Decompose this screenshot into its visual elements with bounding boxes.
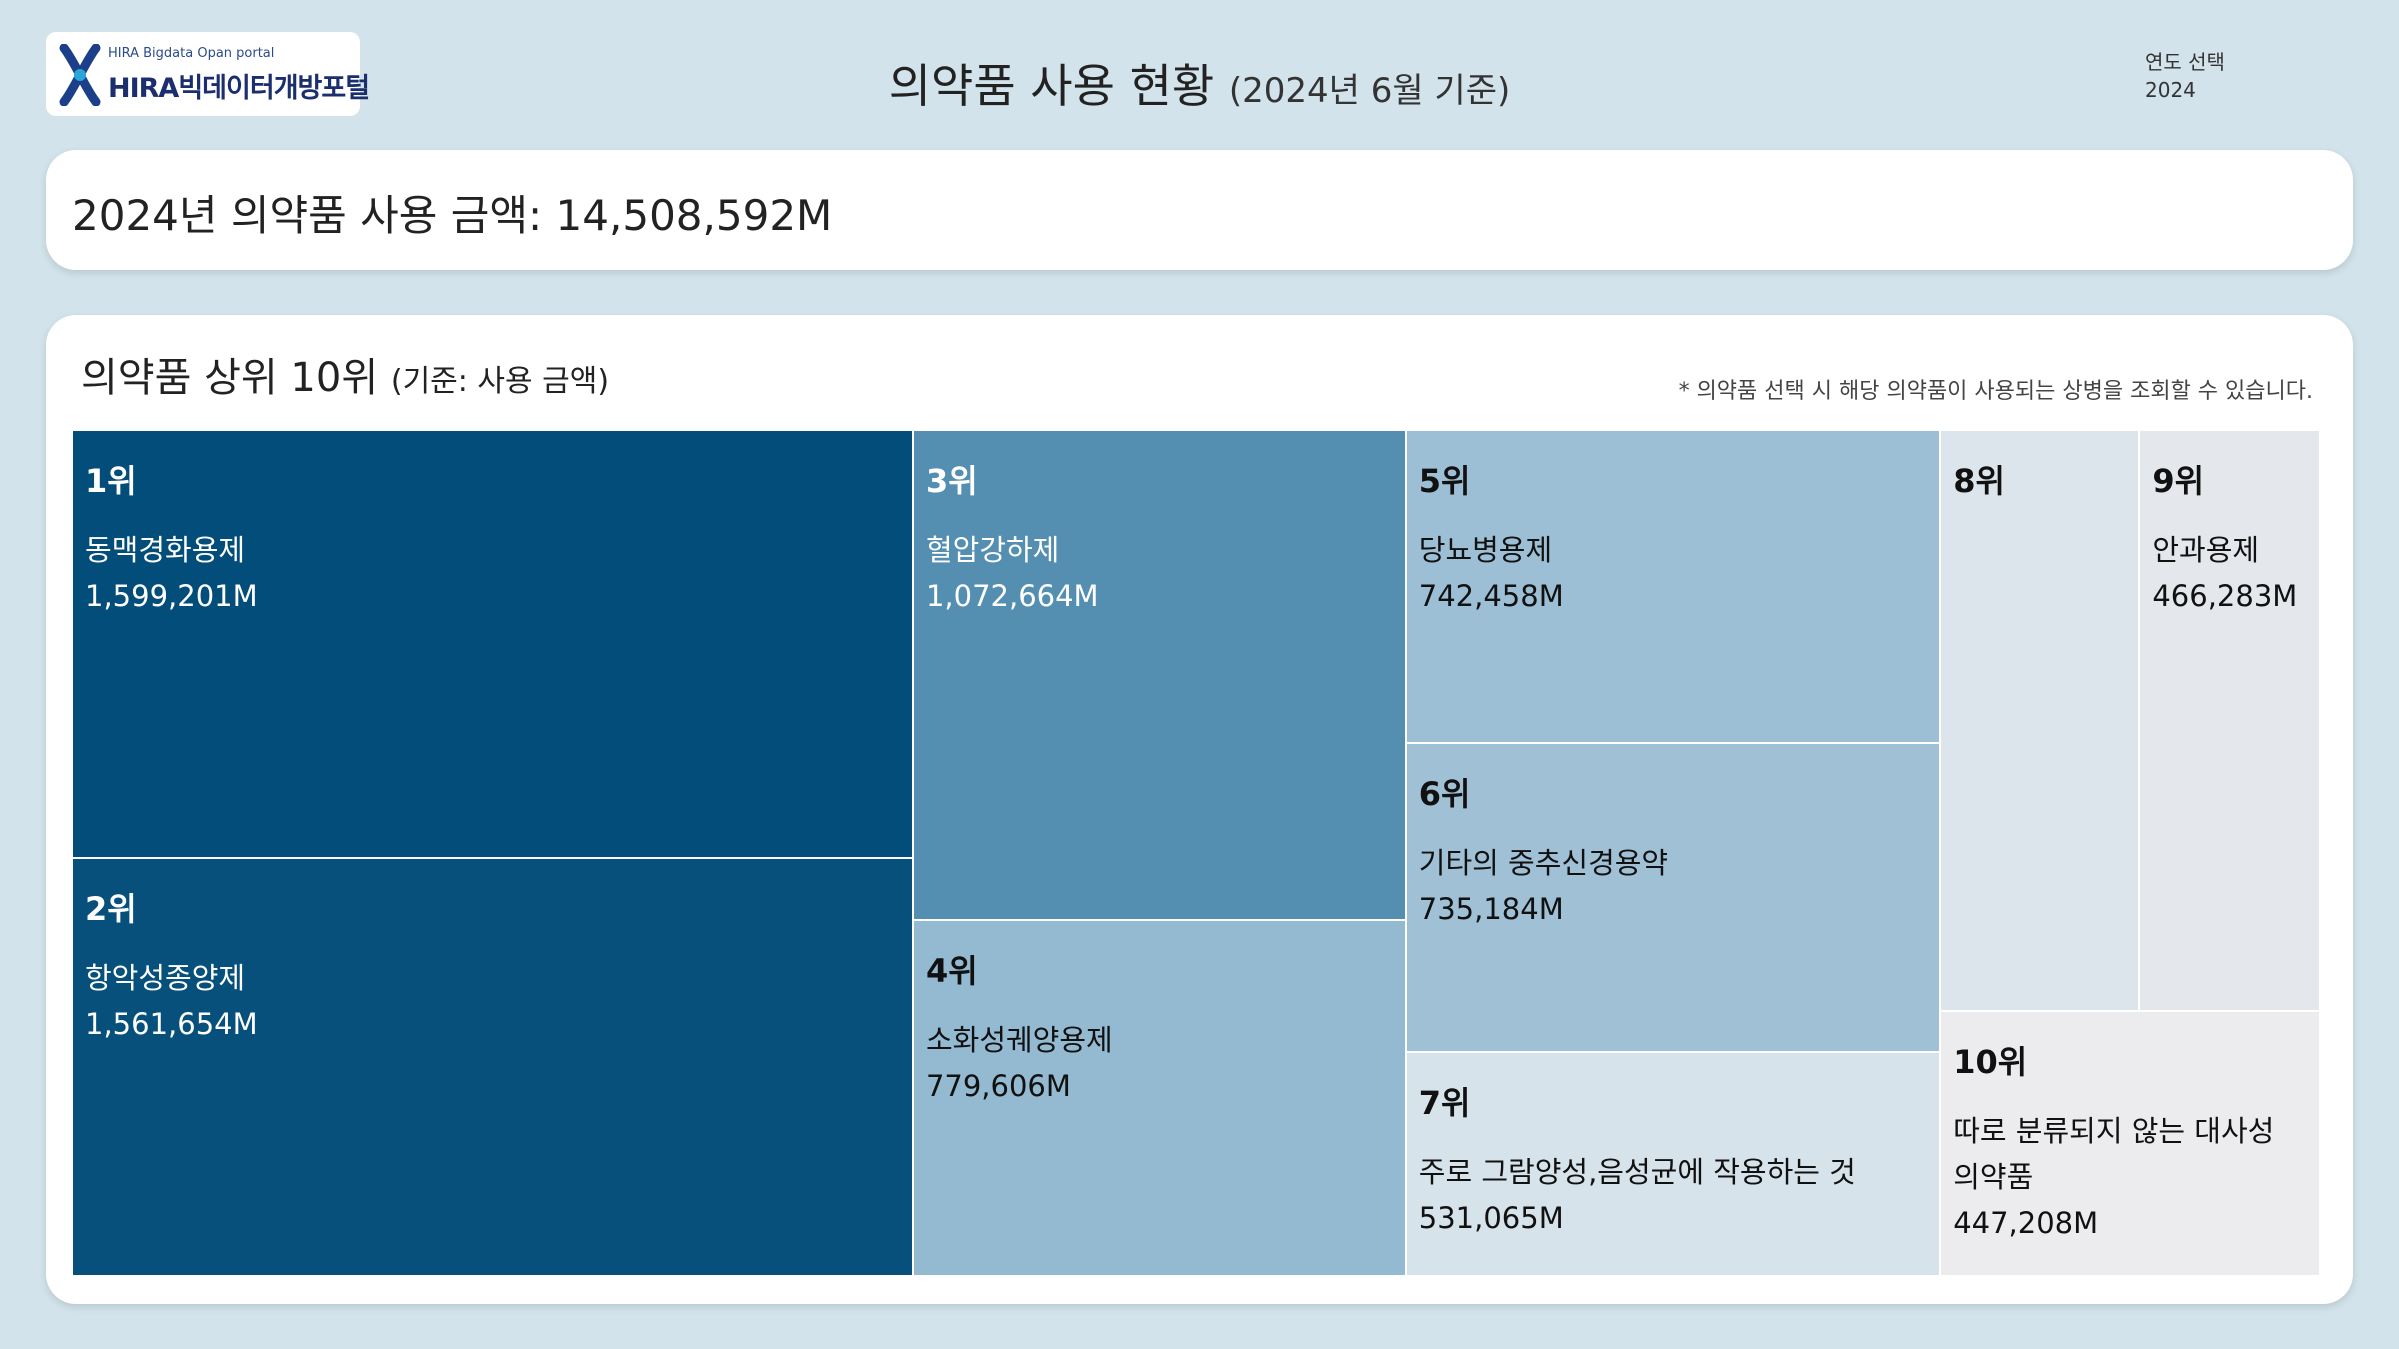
cell-name: 동맥경화용제 <box>85 533 246 567</box>
logo-small: HIRA Bigdata Opan portal <box>108 46 275 61</box>
page-title: 의약품 사용 현황 (2024년 6월 기준) <box>0 50 2399 116</box>
cell-name: 당뇨병용제 <box>1418 533 1553 567</box>
cell-rank: 9위 <box>2152 462 2205 500</box>
cell-rank: 7위 <box>1418 1084 1471 1123</box>
summary-card: 2024년 의약품 사용 금액: 14,508,592M <box>46 150 2353 270</box>
title-text: 의약품 사용 현황 <box>888 59 1215 113</box>
chart-note: * 의약품 선택 시 해당 의약품이 사용되는 상병을 조회할 수 있습니다. <box>1678 379 2313 404</box>
cell-value: 531,065M <box>1418 1201 1564 1236</box>
year-label: 연도 선택 <box>2145 50 2225 74</box>
summary-text: 2024년 의약품 사용 금액: 14,508,592M <box>72 191 833 240</box>
cell-name: 따로 분류되지 않는 대사성 의약품 <box>1953 1113 2275 1194</box>
chart-title: 의약품 상위 10위 (기준: 사용 금액) <box>81 345 609 403</box>
cell-name: 안과용제 <box>2152 533 2260 567</box>
cell-value: 1,072,664M <box>925 579 1099 613</box>
cell-rank: 10위 <box>1953 1042 2028 1081</box>
title-subtitle: (2024년 6월 기준) <box>1228 71 1511 111</box>
cell-name: 소화성궤양용제 <box>925 1022 1113 1057</box>
cell-value: 1,599,201M <box>85 579 258 613</box>
logo[interactable]: HIRA Bigdata Opan portal HIRA빅데이터개방포털 <box>46 32 370 116</box>
chart-title-text: 의약품 상위 10위 <box>81 355 379 401</box>
cell-rank: 3위 <box>925 462 978 500</box>
cell-name: 항악성종양제 <box>85 961 246 996</box>
cell-value: 735,184M <box>1418 891 1564 926</box>
treemap-cell[interactable]: 8위 <box>1940 430 2140 1011</box>
cell-value: 447,208M <box>1953 1205 2099 1240</box>
year-select[interactable]: 2024 <box>2145 78 2196 102</box>
cell-rank: 6위 <box>1418 774 1471 813</box>
cell-value: 779,606M <box>925 1068 1071 1103</box>
cell-rank: 4위 <box>925 951 978 990</box>
cell-rank: 8위 <box>1953 462 2005 500</box>
cell-name: 기타의 중추신경용약 <box>1418 845 1669 880</box>
cell-value: 466,283M <box>2152 579 2298 613</box>
cell-value: 742,458M <box>1418 579 1564 613</box>
logo-icon <box>59 44 101 106</box>
cell-rank: 5위 <box>1418 462 1471 500</box>
cell-name: 주로 그람양성,음성균에 작용하는 것 <box>1418 1155 1856 1190</box>
chart-subtitle: (기준: 사용 금액) <box>390 364 610 399</box>
cell-name: 혈압강하제 <box>925 533 1060 567</box>
logo-main: HIRA빅데이터개방포털 <box>108 73 370 104</box>
cell-rank: 2위 <box>85 890 137 929</box>
cell-value: 1,561,654M <box>85 1007 258 1042</box>
cell-rank: 1위 <box>85 462 137 500</box>
